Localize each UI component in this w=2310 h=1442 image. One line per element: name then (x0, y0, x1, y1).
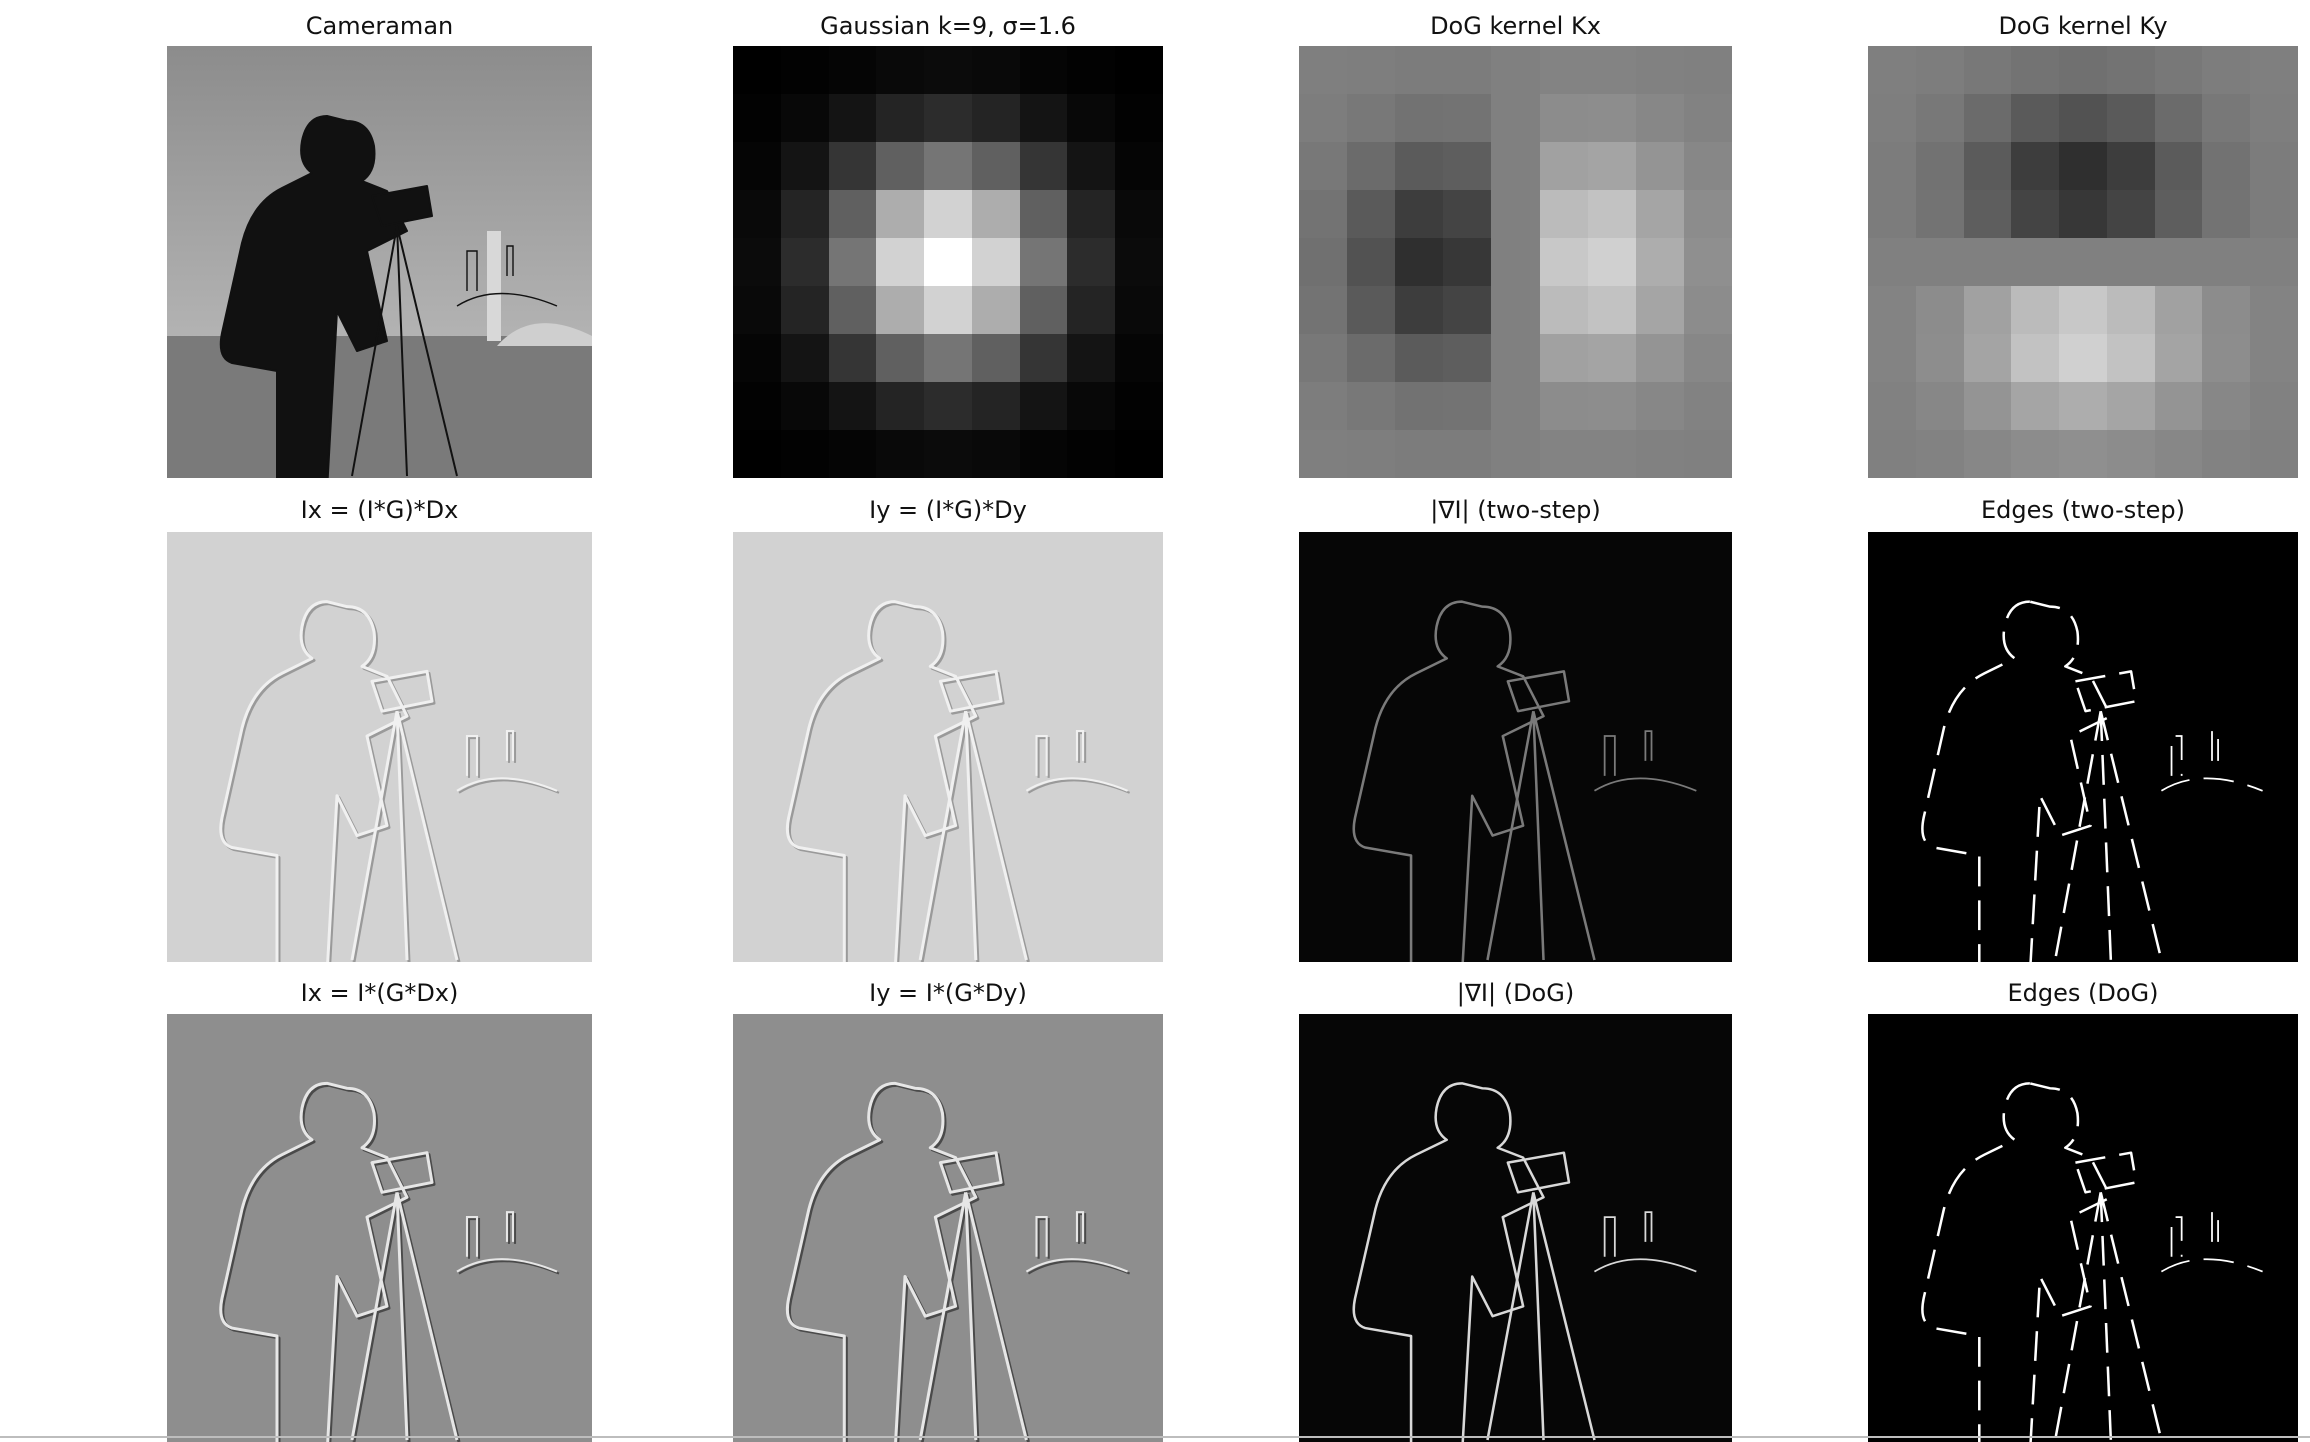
panel-edges-dog: Edges (DoG) (1868, 979, 2298, 1442)
panel-ix-two-step: Ix = (I*G)*Dx (167, 496, 592, 962)
panel-title: Iy = (I*G)*Dy (869, 496, 1027, 524)
panel-gaussian-kernel: Gaussian k=9, σ=1.6 (733, 12, 1163, 478)
panel-title: Edges (two-step) (1981, 496, 2185, 524)
panel-dog-kernel-kx: DoG kernel Kx (1299, 12, 1732, 478)
panel-iy-dog: Iy = I*(G*Dy) (733, 979, 1163, 1442)
panel-title: Ix = (I*G)*Dx (300, 496, 459, 524)
panel-image (167, 1014, 592, 1442)
panel-image (733, 46, 1163, 478)
panel-grad-mag-two-step: |∇I| (two-step) (1299, 496, 1732, 962)
panel-title: Edges (DoG) (2007, 979, 2159, 1007)
panel-grad-mag-dog: |∇I| (DoG) (1299, 979, 1732, 1442)
panel-edges-two-step: Edges (two-step) (1868, 496, 2298, 962)
panel-title: DoG kernel Kx (1430, 12, 1601, 40)
panel-image (1868, 1014, 2298, 1442)
panel-ix-dog: Ix = I*(G*Dx) (167, 979, 592, 1442)
panel-image (1299, 532, 1732, 962)
panel-image (733, 1014, 1163, 1442)
panel-title: |∇I| (two-step) (1430, 496, 1601, 524)
window-bottom-border (0, 1436, 2310, 1438)
panel-image (1299, 46, 1732, 478)
panel-title: |∇I| (DoG) (1456, 979, 1575, 1007)
panel-title: Gaussian k=9, σ=1.6 (820, 12, 1076, 40)
panel-iy-two-step: Iy = (I*G)*Dy (733, 496, 1163, 962)
panel-image (733, 532, 1163, 962)
panel-image (1868, 46, 2298, 478)
panel-image (167, 46, 592, 478)
panel-cameraman: Cameraman (167, 12, 592, 478)
panel-image (167, 532, 592, 962)
panel-dog-kernel-ky: DoG kernel Ky (1868, 12, 2298, 478)
panel-image (1868, 532, 2298, 962)
panel-title: DoG kernel Ky (1998, 12, 2168, 40)
panel-title: Iy = I*(G*Dy) (869, 979, 1027, 1007)
panel-title: Ix = I*(G*Dx) (300, 979, 459, 1007)
panel-image (1299, 1014, 1732, 1442)
panel-title: Cameraman (305, 12, 454, 40)
